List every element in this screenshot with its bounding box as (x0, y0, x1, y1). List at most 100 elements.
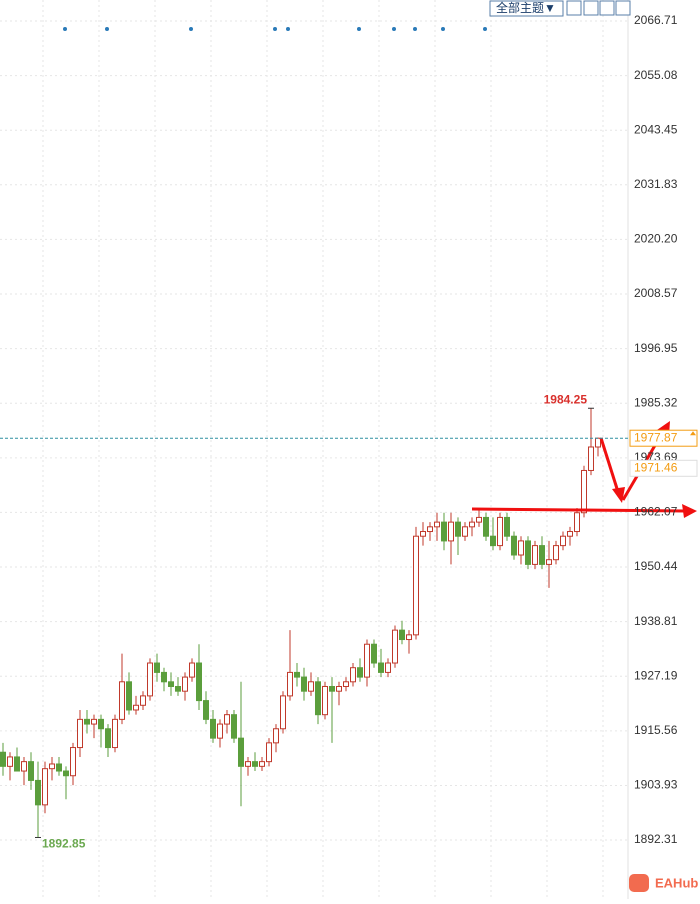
candle-body (336, 685, 342, 692)
candle-body (490, 535, 496, 547)
candle-body (441, 521, 447, 542)
candle-body (28, 761, 34, 781)
candle-body (231, 714, 237, 739)
candle-body (0, 751, 6, 767)
candle-body (546, 559, 552, 565)
candle-body (245, 761, 251, 767)
candle-body (280, 695, 286, 730)
candle-body (98, 718, 104, 730)
candle-body (42, 768, 48, 806)
candle-body (126, 681, 132, 711)
y-tick-label: 1915.56 (634, 723, 678, 737)
candle-body (84, 718, 90, 725)
candle-body (238, 737, 244, 767)
candle-body (343, 681, 349, 687)
arrow-line (471, 507, 686, 513)
candle-body (105, 728, 111, 749)
candle-body (259, 761, 265, 767)
candle-body (77, 718, 83, 749)
tool-icon[interactable] (583, 0, 599, 16)
candle-body (455, 521, 461, 537)
event-dot (392, 27, 396, 31)
candle-body (392, 629, 398, 664)
y-tick-label: 1950.44 (634, 559, 678, 573)
candle-body (70, 747, 76, 777)
candle-body (266, 742, 272, 763)
candle-body (539, 545, 545, 565)
y-tick-label: 2043.45 (634, 122, 678, 136)
candle-body (476, 516, 482, 523)
current-price-label: 1977.87 (634, 430, 678, 444)
current-price-box (629, 429, 698, 447)
candle-body (35, 779, 41, 806)
candle-body (287, 671, 293, 697)
arrow-head (682, 504, 697, 518)
candle-body (567, 531, 573, 537)
event-dot (413, 27, 417, 31)
event-dot (286, 27, 290, 31)
candle-body (315, 681, 321, 716)
candle-body (322, 685, 328, 716)
arrow-head (612, 487, 625, 503)
candles (0, 408, 601, 838)
toolbar-icons (566, 0, 631, 16)
theme-button-label[interactable]: 全部主题▼ (496, 0, 556, 15)
candle-body (273, 728, 279, 744)
candle-body (462, 526, 468, 537)
event-dot (441, 27, 445, 31)
candle-body (210, 718, 216, 739)
candle-body (469, 521, 475, 528)
candle-body (175, 685, 181, 692)
y-tick-label: 1938.81 (634, 614, 678, 628)
candle-body (553, 545, 559, 561)
y-tick-label: 1892.31 (634, 832, 678, 846)
y-tick-label: 2066.71 (634, 13, 678, 27)
event-markers (63, 27, 487, 31)
candle-body (574, 512, 580, 533)
candle-body (154, 662, 160, 673)
candle-body (140, 695, 146, 706)
candle-body (581, 469, 587, 514)
candle-body (357, 667, 363, 678)
event-dot (357, 27, 361, 31)
candle-body (483, 516, 489, 537)
y-tick-label: 1927.19 (634, 668, 678, 682)
tool-icon[interactable] (599, 0, 615, 16)
candle-body (133, 704, 139, 711)
candle-body (329, 685, 335, 692)
event-dot (105, 27, 109, 31)
logo-icon (629, 874, 649, 892)
candle-body (63, 770, 69, 777)
candle-body (406, 634, 412, 641)
candle-body (378, 662, 384, 673)
candle-body (14, 756, 20, 772)
theme-button[interactable] (489, 0, 564, 17)
tool-icon[interactable] (615, 0, 631, 16)
low-label: 1892.85 (42, 837, 86, 851)
secondary-price-label: 1971.46 (634, 460, 678, 474)
candle-body (560, 535, 566, 547)
candle-body (420, 531, 426, 537)
candle-body (301, 676, 307, 692)
tool-icon[interactable] (566, 0, 582, 16)
candle-body (56, 763, 62, 772)
event-dot (189, 27, 193, 31)
candle-body (497, 516, 503, 547)
candle-body (224, 714, 230, 725)
candle-body (525, 540, 531, 565)
y-tick-label: 1996.95 (634, 341, 678, 355)
logo: EAHub (629, 874, 698, 892)
candle-body (434, 521, 440, 528)
y-tick-label: 2008.57 (634, 286, 678, 300)
candle-body (182, 676, 188, 692)
grid (0, 0, 628, 899)
candle-body (168, 681, 174, 687)
candle-body (21, 761, 27, 772)
candle-body (294, 671, 300, 678)
current-price-arrow (690, 431, 696, 436)
candle-body (511, 535, 517, 556)
y-tick-label: 1903.93 (634, 778, 678, 792)
candle-body (518, 540, 524, 556)
secondary-price-box (629, 459, 698, 477)
